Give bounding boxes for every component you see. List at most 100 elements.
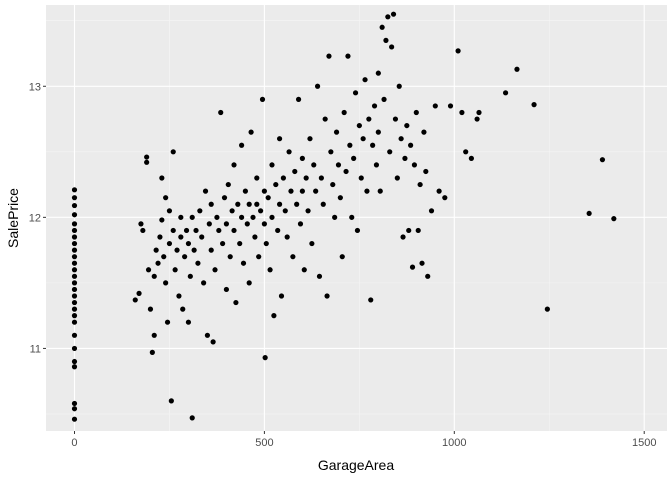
data-point: [71, 234, 78, 240]
data-point: [71, 364, 78, 370]
data-point: [349, 214, 355, 220]
data-point: [544, 306, 550, 312]
data-point: [351, 155, 357, 161]
data-point: [174, 247, 180, 253]
y-tick-label: 11: [30, 343, 41, 355]
data-point: [170, 149, 176, 155]
data-point: [140, 227, 146, 234]
data-point: [220, 240, 226, 247]
data-point: [71, 345, 78, 352]
data-point: [71, 358, 78, 365]
x-tick-label: 1000: [442, 437, 466, 449]
data-point: [246, 201, 252, 207]
data-point: [185, 240, 192, 247]
data-point: [254, 175, 260, 181]
data-point: [172, 267, 178, 273]
data-point: [333, 129, 340, 135]
data-point: [176, 293, 182, 299]
data-point: [273, 181, 279, 188]
data-point: [256, 254, 262, 260]
data-point: [339, 254, 345, 260]
data-point: [335, 162, 342, 168]
y-axis: 11 12 13: [29, 81, 46, 355]
data-point: [246, 280, 252, 286]
data-point: [261, 221, 267, 227]
data-point: [368, 297, 374, 303]
data-point: [476, 109, 482, 116]
data-point: [387, 149, 393, 155]
data-point: [166, 240, 173, 247]
data-point: [187, 273, 193, 279]
data-point: [409, 264, 416, 270]
data-point: [71, 187, 78, 193]
data-point: [269, 162, 275, 168]
data-point: [316, 273, 323, 279]
data-point: [178, 234, 184, 240]
data-point: [299, 188, 305, 194]
data-point: [358, 175, 364, 181]
data-point: [168, 398, 174, 404]
grid-minor: [46, 5, 667, 431]
data-point: [425, 273, 431, 279]
data-point: [320, 201, 326, 207]
data-point: [309, 240, 315, 247]
data-point: [294, 201, 300, 207]
x-axis-title: GarageArea: [318, 457, 394, 473]
data-point: [204, 332, 211, 338]
data-point: [71, 273, 78, 279]
data-point: [265, 195, 271, 201]
data-point: [71, 293, 78, 299]
y-tick-label: 12: [29, 212, 41, 224]
data-point: [531, 102, 537, 108]
data-point: [71, 319, 78, 325]
data-point: [185, 319, 192, 325]
data-point: [303, 175, 309, 181]
x-tick-label: 500: [255, 437, 273, 449]
data-point: [586, 210, 592, 217]
data-point: [180, 306, 186, 312]
data-point: [337, 195, 343, 201]
data-point: [208, 247, 214, 253]
data-point: [227, 254, 233, 260]
data-point: [145, 267, 152, 273]
data-point: [354, 227, 361, 234]
data-point: [341, 109, 347, 116]
data-point: [313, 188, 319, 194]
data-point: [71, 280, 78, 286]
data-point: [71, 195, 78, 201]
data-point: [419, 260, 425, 266]
data-point: [328, 149, 334, 155]
data-point: [375, 129, 381, 135]
data-point: [514, 66, 520, 72]
data-point: [417, 181, 423, 188]
data-point: [611, 216, 617, 222]
data-point: [326, 53, 332, 59]
data-point: [381, 96, 387, 102]
data-point: [229, 208, 235, 214]
data-point: [352, 90, 359, 96]
data-point: [356, 122, 362, 129]
data-point: [71, 416, 78, 422]
data-point: [345, 53, 351, 59]
data-point: [191, 247, 197, 253]
data-point: [71, 240, 78, 247]
data-point: [301, 267, 307, 273]
data-point: [276, 136, 283, 142]
data-point: [250, 214, 256, 220]
data-point: [136, 290, 142, 296]
data-point: [423, 168, 429, 175]
data-point: [442, 195, 448, 201]
data-point: [411, 162, 418, 168]
data-point: [474, 116, 480, 122]
data-point: [278, 293, 285, 299]
data-point: [151, 273, 157, 279]
data-point: [71, 247, 78, 253]
x-axis: 0 500 1000 1500: [71, 431, 656, 449]
data-point: [343, 168, 349, 175]
data-point: [295, 96, 302, 102]
data-point: [396, 83, 402, 89]
data-point: [377, 188, 383, 194]
data-point: [163, 195, 169, 201]
data-point: [463, 149, 469, 155]
data-point: [166, 208, 173, 214]
